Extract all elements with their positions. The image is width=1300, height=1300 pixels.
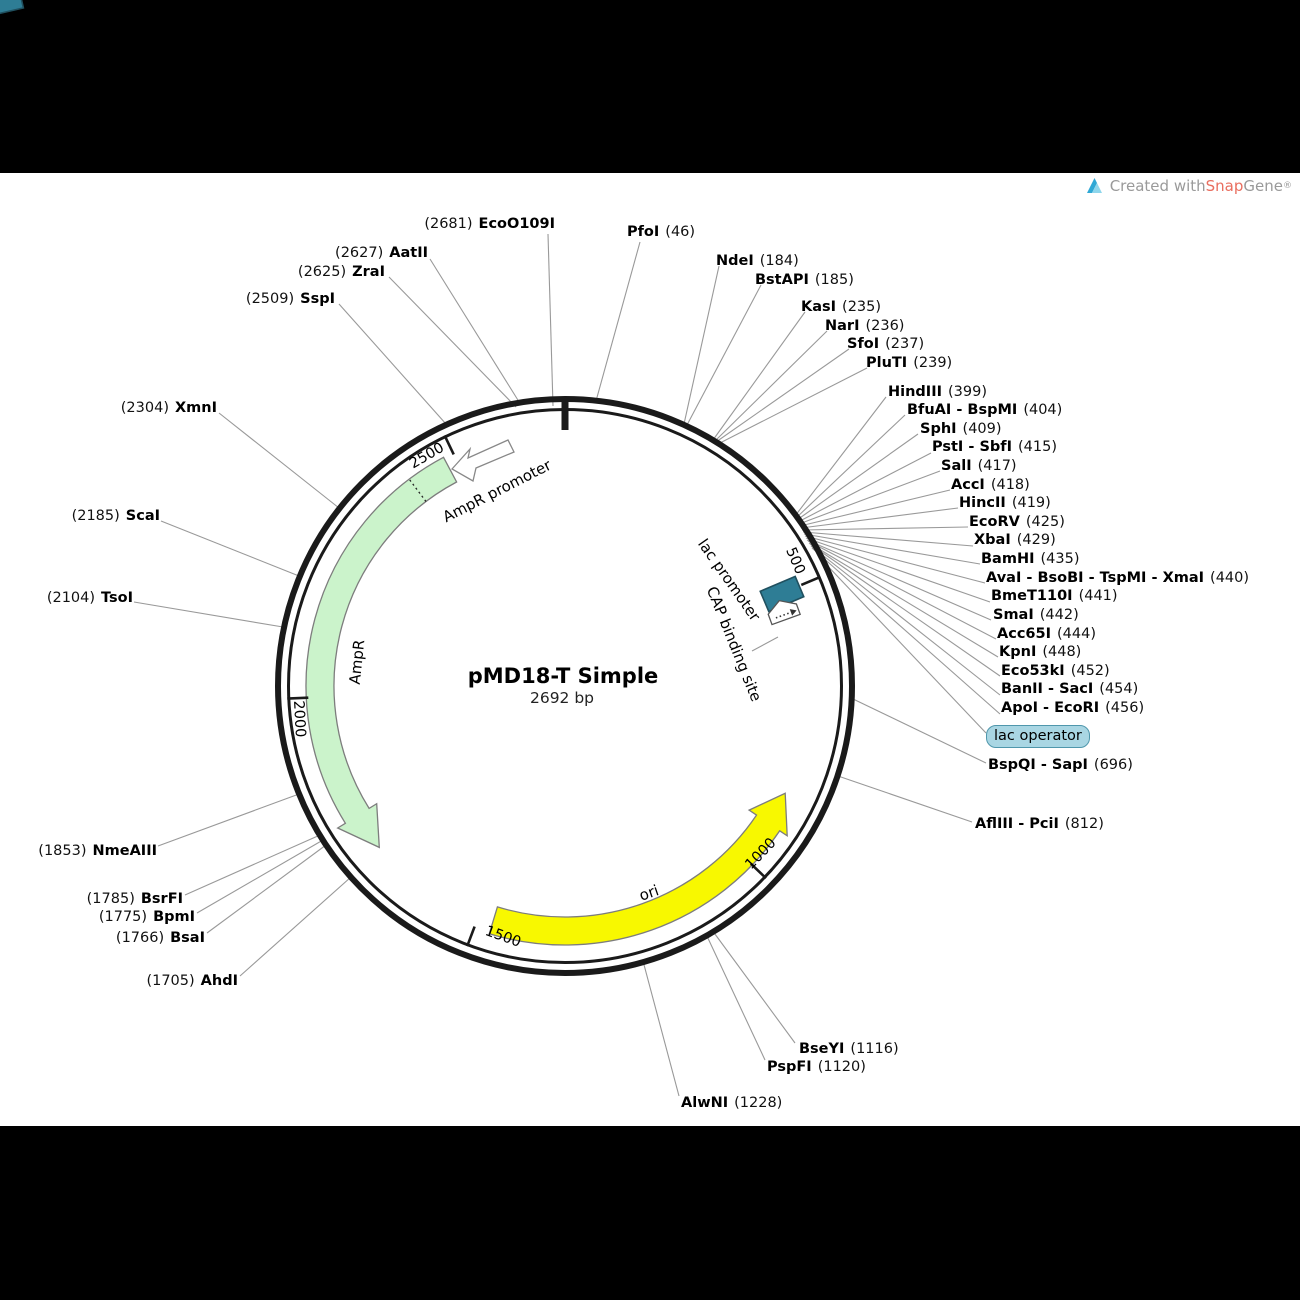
site-label-bmet110i: BmeT110I (441) — [991, 588, 1118, 604]
tick-1500 — [465, 926, 476, 947]
promoter-glyph-icon — [767, 599, 802, 626]
site-label-kasi: KasI (235) — [801, 299, 882, 315]
site-label-ndei: NdeI (184) — [716, 253, 799, 269]
site-label-ecorv: EcoRV (425) — [969, 514, 1065, 530]
site-label-pspfi: PspFI (1120) — [767, 1059, 866, 1075]
site-label-bamhi: BamHI (435) — [981, 551, 1080, 567]
site-label-avai-bsobi-tspmi-xmai: AvaI - BsoBI - TspMI - XmaI (440) — [986, 570, 1250, 586]
site-label-bsrfi: (1785) BsrFI — [86, 891, 183, 907]
site-label-acci: AccI (418) — [951, 477, 1030, 493]
site-label-pluti: PluTI (239) — [866, 355, 953, 371]
site-label-psti-sbfi: PstI - SbfI (415) — [932, 439, 1057, 455]
site-label-nari: NarI (236) — [825, 318, 905, 334]
tick-1000 — [749, 862, 767, 880]
tick-2000 — [287, 696, 309, 700]
credit-line: Created with Snap Gene ® — [1085, 176, 1292, 195]
site-label-eco53ki: Eco53kI (452) — [1001, 663, 1110, 679]
site-label-xmni: (2304) XmnI — [120, 400, 217, 416]
site-label-apoi-ecori: ApoI - EcoRI (456) — [1001, 700, 1145, 716]
lac-operator-tag: lac operator — [986, 725, 1090, 748]
site-label-bsai: (1766) BsaI — [115, 930, 205, 946]
site-label-sfoi: SfoI (237) — [847, 336, 925, 352]
site-label-ahdi: (1705) AhdI — [146, 973, 238, 989]
site-label-bspqi-sapi: BspQI - SapI (696) — [988, 757, 1133, 773]
site-label-xbai: XbaI (429) — [974, 532, 1056, 548]
site-label-sphi: SphI (409) — [920, 421, 1002, 437]
site-label-pfoi: PfoI (46) — [627, 224, 696, 240]
site-label-banii-saci: BanII - SacI (454) — [1001, 681, 1139, 697]
site-label-scai: (2185) ScaI — [71, 508, 160, 524]
ori-arc — [488, 792, 788, 946]
site-label-sali: SalI (417) — [941, 458, 1017, 474]
snapgene-logo-icon — [1086, 178, 1102, 193]
site-label-bfuai-bspmi: BfuAI - BspMI (404) — [907, 402, 1063, 418]
site-label-nmeaiii: (1853) NmeAIII — [38, 843, 157, 859]
tick-label-2000: 2000 — [290, 700, 308, 738]
scale-ticks — [287, 434, 821, 947]
site-label-ecoo109i: (2681) EcoO109I — [424, 216, 555, 232]
credit-registered-mark: ® — [1283, 180, 1292, 191]
site-label-kpni: KpnI (448) — [999, 644, 1082, 660]
ampr-gene-arc — [305, 456, 458, 849]
credit-brand-snap: Snap — [1205, 176, 1244, 195]
site-label-hindiii: HindIII (399) — [888, 384, 987, 400]
map-canvas — [0, 173, 1300, 1126]
site-label-smai: SmaI (442) — [993, 607, 1079, 623]
site-label-alwni: AlwNI (1228) — [681, 1095, 783, 1111]
site-label-aatii: (2627) AatII — [335, 245, 428, 261]
plasmid-name: pMD18-T Simple — [467, 664, 659, 688]
tick-500 — [800, 576, 821, 587]
site-label-bseyi: BseYI (1116) — [799, 1041, 899, 1057]
site-label-bstapi: BstAPI (185) — [755, 272, 854, 288]
leader-lines — [133, 233, 1001, 1097]
credit-prefix: Created with — [1109, 176, 1206, 195]
cap-binding-site-box — [0, 0, 25, 19]
site-label-bpmi: (1775) BpmI — [98, 909, 195, 925]
site-label-zrai: (2625) ZraI — [297, 264, 385, 280]
site-label-acc65i: Acc65I (444) — [997, 626, 1096, 642]
site-label-afliii-pcii: AflIII - PciI (812) — [975, 816, 1104, 832]
credit-brand-gene: Gene — [1243, 176, 1283, 195]
plasmid-size: 2692 bp — [529, 689, 595, 707]
site-label-tsoi: (2104) TsoI — [46, 590, 133, 606]
site-label-hincii: HincII (419) — [959, 495, 1051, 511]
ampr-promoter-arrow-icon — [450, 439, 515, 482]
site-label-sspi: (2509) SspI — [245, 291, 335, 307]
tick-2500 — [443, 434, 455, 455]
